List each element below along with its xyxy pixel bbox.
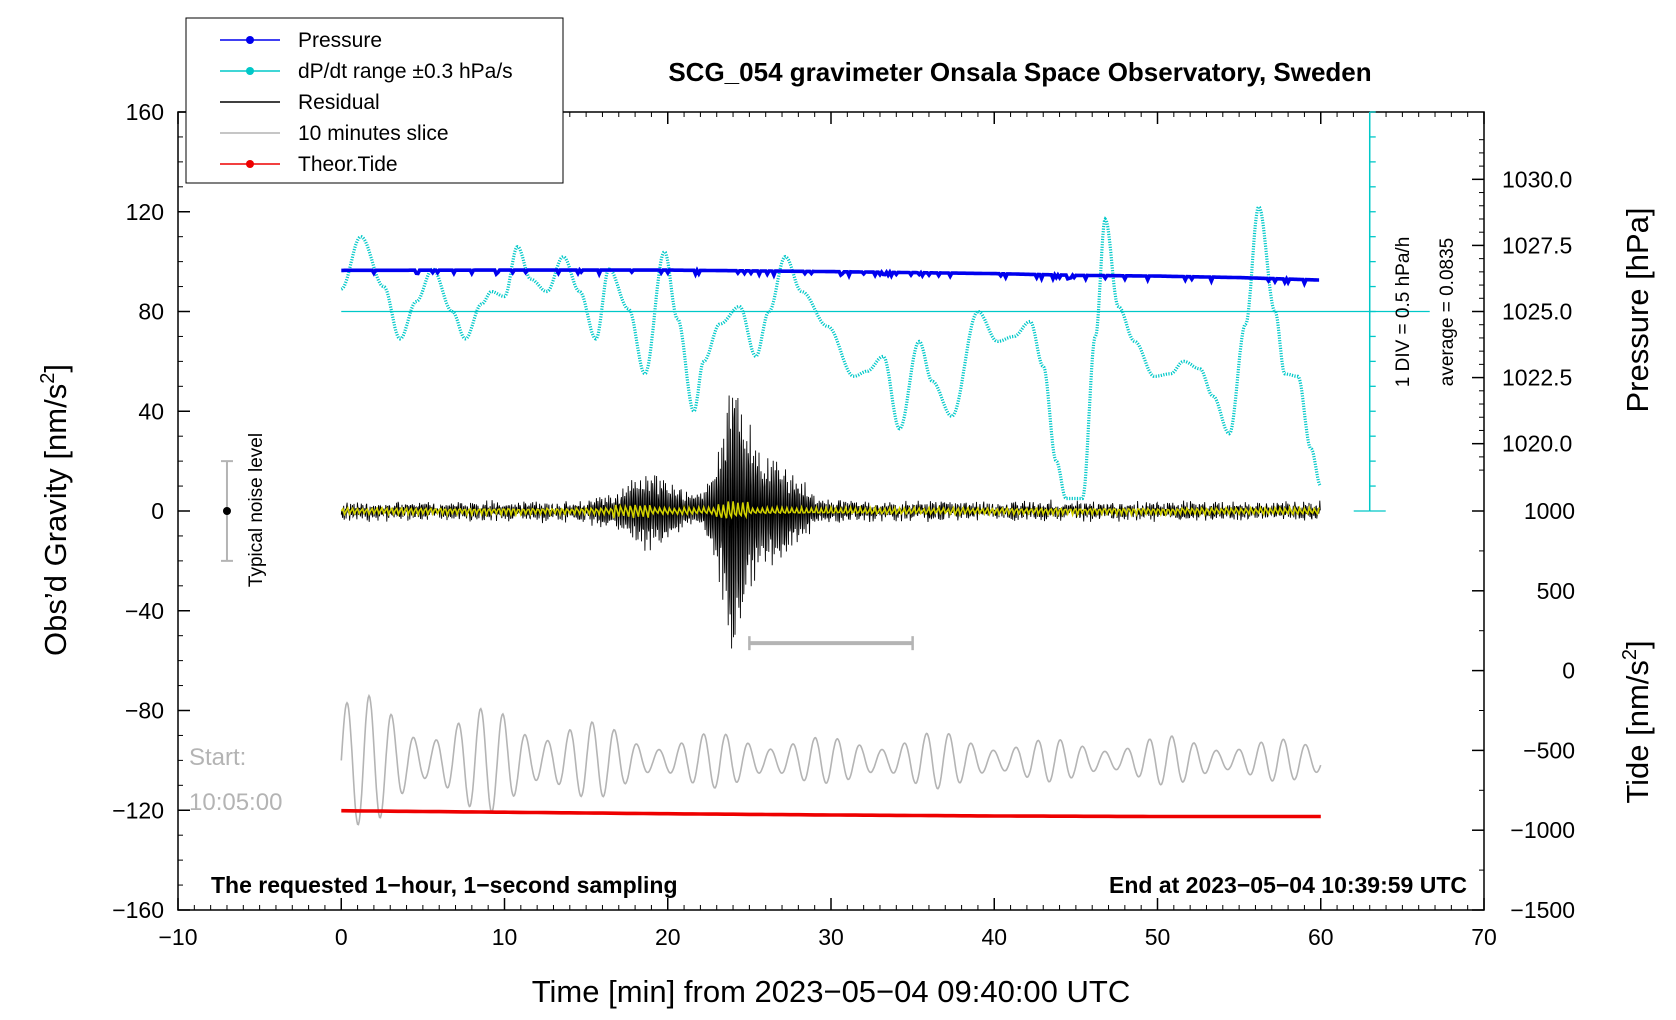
pressure-axis-ticks: 1030.0 1027.5 1025.0 1022.5 1020.0	[1472, 139, 1572, 471]
dpdt-scale-axis	[1353, 111, 1386, 512]
sampling-note: The requested 1−hour, 1−second sampling	[211, 872, 678, 898]
tide-tick-label: 500	[1537, 578, 1575, 604]
tide-tick-label: 1000	[1524, 498, 1575, 524]
series-residual	[340, 395, 1321, 649]
x-tick-label: 40	[981, 924, 1007, 950]
y-left-tick-label: −160	[112, 897, 164, 923]
start-label: Start:	[189, 744, 246, 771]
start-time: 10:05:00	[189, 789, 282, 816]
x-tick-label: 20	[655, 924, 681, 950]
y-left-tick-label: 80	[138, 299, 164, 325]
pressure-axis-title: Pressure [hPa]	[1620, 207, 1655, 412]
legend-label: Pressure	[298, 29, 382, 52]
pressure-tick-label: 1020.0	[1502, 431, 1572, 457]
y-left-tick-label: −80	[125, 698, 164, 724]
y-left-tick-label: 0	[151, 498, 164, 524]
x-tick-label: 0	[335, 924, 348, 950]
x-tick-label: −10	[158, 924, 197, 950]
legend-marker	[246, 160, 254, 168]
x-tick-label: 50	[1145, 924, 1171, 950]
tide-axis-title-sup: 2	[1619, 649, 1641, 660]
series-theor-tide	[341, 808, 1321, 819]
x-tick-label: 60	[1308, 924, 1334, 950]
pressure-tick-label: 1030.0	[1502, 166, 1572, 192]
x-tick-label: 70	[1471, 924, 1497, 950]
y-left-axis-title-base: Obs’d Gravity [nm/s	[38, 384, 73, 656]
legend-label: Residual	[298, 91, 380, 114]
y-left-tick-label: 160	[126, 99, 164, 125]
y-left-axis-ticks: 160 120 80 40 0 −40 −80 −120 −160	[112, 99, 190, 923]
tide-axis-title: Tide [nm/s2]	[1619, 640, 1655, 803]
tide-tick-label: −1000	[1510, 817, 1575, 843]
series-filtered	[340, 501, 1320, 520]
chart-title: SCG_054 gravimeter Onsala Space Observat…	[668, 57, 1371, 87]
dpdt-average-label: average = 0.0835	[1437, 238, 1458, 386]
y-left-axis-title-sup: 2	[37, 373, 59, 384]
tide-axis-title-end: ]	[1620, 640, 1655, 649]
tide-axis-ticks: 1000 500 0 −500 −1000 −1500	[1472, 498, 1575, 923]
end-note: End at 2023−05−04 10:39:59 UTC	[1109, 872, 1467, 898]
y-left-axis-title-end: ]	[38, 364, 73, 373]
dpdt-div-label: 1 DIV = 0.5 hPa/h	[1393, 237, 1414, 388]
tide-tick-label: 0	[1562, 658, 1575, 684]
legend-marker	[246, 36, 254, 44]
pressure-tick-label: 1027.5	[1502, 232, 1572, 258]
typical-noise-marker	[220, 460, 233, 562]
x-axis-title: Time [min] from 2023−05−04 09:40:00 UTC	[532, 974, 1131, 1009]
legend-label: dP/dt range ±0.3 hPa/s	[298, 60, 513, 83]
noise-center-dot	[222, 507, 231, 515]
legend-marker	[246, 67, 254, 75]
x-tick-label: 10	[492, 924, 518, 950]
series-pressure	[341, 266, 1320, 288]
y-left-axis-title: Obs’d Gravity [nm/s2]	[37, 364, 73, 656]
series-dpdt	[340, 204, 1322, 501]
slice-bar	[748, 636, 914, 651]
x-axis-ticks: −10 0 10 20 30 40 50 60 70	[158, 112, 1497, 950]
pressure-tick-label: 1025.0	[1502, 299, 1572, 325]
legend-label: 10 minutes slice	[298, 122, 449, 145]
noise-level-label: Typical noise level	[246, 433, 267, 587]
y-left-tick-label: 120	[126, 199, 164, 225]
y-left-tick-label: −40	[125, 598, 164, 624]
legend-label: Theor.Tide	[298, 153, 398, 176]
tide-tick-label: −500	[1523, 737, 1575, 763]
series-10-minutes-slice	[340, 693, 1322, 826]
tide-axis-title-base: Tide [nm/s	[1620, 660, 1655, 804]
y-left-tick-label: 40	[138, 398, 164, 424]
tide-tick-label: −1500	[1510, 897, 1575, 923]
y-left-tick-label: −120	[112, 797, 164, 823]
pressure-tick-label: 1022.5	[1502, 365, 1572, 391]
x-tick-label: 30	[818, 924, 844, 950]
legend-box	[185, 17, 564, 184]
legend: Pressure dP/dt range ±0.3 hPa/s Residual 10…	[185, 17, 564, 184]
